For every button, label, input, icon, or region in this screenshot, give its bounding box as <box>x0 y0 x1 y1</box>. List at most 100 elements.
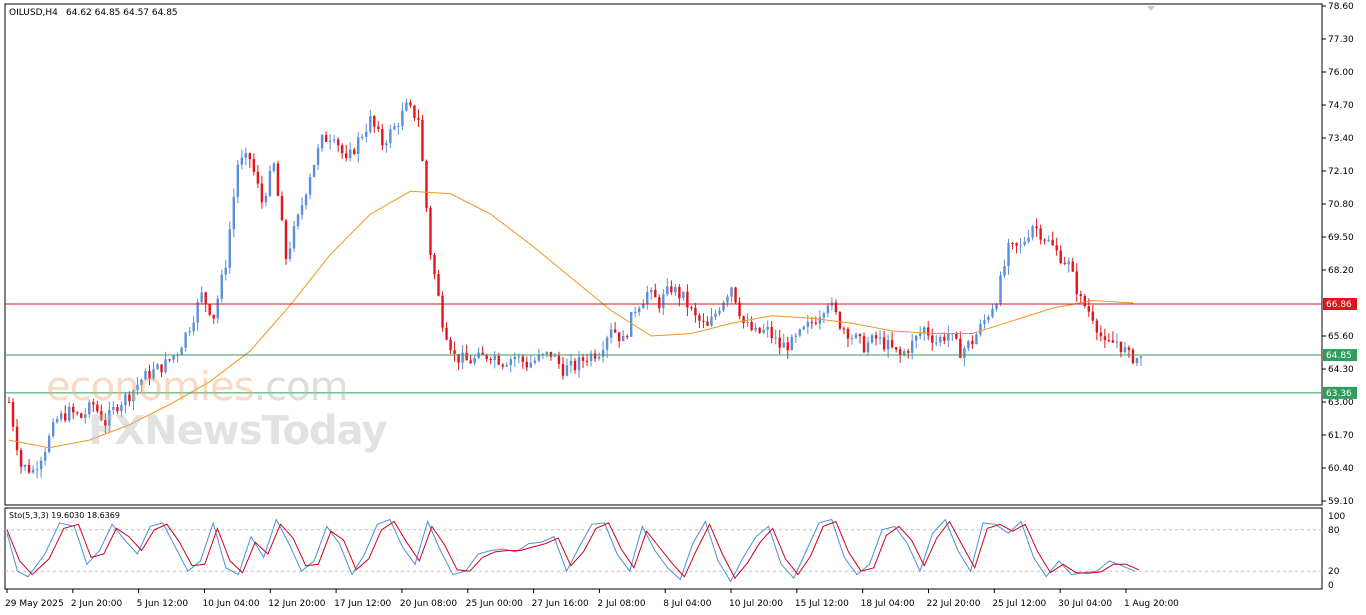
price-tick-label: 78.60 <box>1328 2 1354 12</box>
candle-bear <box>1091 311 1095 321</box>
candle-bear <box>670 286 673 293</box>
candle-bull <box>967 340 970 349</box>
candle-bear <box>353 149 356 154</box>
candle-bull <box>156 364 159 370</box>
time-tick-label: 2 Jun 20:00 <box>71 599 123 609</box>
candle-bear <box>1075 271 1078 295</box>
candle-bull <box>662 294 665 309</box>
candle-bear <box>613 329 617 333</box>
candle-bear <box>561 363 565 376</box>
candle-bear <box>76 412 79 414</box>
candle-bull <box>822 313 826 318</box>
candle-bull <box>726 296 729 303</box>
candle-bear <box>1071 261 1074 272</box>
candle-bull <box>23 464 27 467</box>
time-tick-label: 10 Jun 04:00 <box>202 599 259 609</box>
candle-bull <box>638 308 641 312</box>
candle-bear <box>1099 332 1103 337</box>
stoch-signal-line <box>6 520 1140 579</box>
candle-bear <box>1127 347 1131 350</box>
candle-bull <box>915 335 918 341</box>
candle-bull <box>328 140 332 142</box>
candle-bull <box>108 409 111 426</box>
candle-bear <box>445 327 448 340</box>
candle-bear <box>1079 294 1082 296</box>
candle-bear <box>465 352 468 361</box>
candle-bull <box>39 460 43 470</box>
candle-bull <box>682 291 685 299</box>
candle-bear <box>625 335 629 337</box>
price-tick-label: 65.60 <box>1328 332 1354 342</box>
stoch-tick-label: 20 <box>1328 567 1340 577</box>
candle-bull <box>999 275 1002 305</box>
candle-bull <box>621 335 625 342</box>
candle-bear <box>557 355 561 364</box>
candle-bear <box>686 291 689 308</box>
candle-bull <box>923 327 926 334</box>
candle-bull <box>224 267 227 275</box>
candle-bull <box>120 405 123 412</box>
candle-bear <box>862 336 866 353</box>
candle-bear <box>324 134 328 142</box>
candle-bull <box>1031 226 1034 238</box>
candle-bull <box>164 359 167 373</box>
candle-bull <box>312 164 316 178</box>
support-price-label: 64.85 <box>1326 351 1352 361</box>
candle-bear <box>260 183 264 203</box>
candle-bull <box>31 469 35 473</box>
candle-bull <box>35 469 39 471</box>
candle-bull <box>609 329 613 338</box>
candle-bull <box>565 365 569 376</box>
candle-bull <box>268 170 272 196</box>
candle-bull <box>112 407 115 410</box>
candle-bear <box>742 316 745 324</box>
candle-bull <box>589 353 593 361</box>
candle-bull <box>300 205 304 215</box>
candle-bear <box>959 338 962 358</box>
price-pane <box>4 3 1323 506</box>
candle-bear <box>449 339 452 351</box>
candle-bull <box>509 359 512 366</box>
candle-bear <box>1131 349 1135 364</box>
candle-bull <box>304 194 308 206</box>
candle-bear <box>204 292 207 305</box>
candle-bear <box>842 328 846 330</box>
candle-bull <box>866 342 870 353</box>
time-tick-label: 12 Jun 20:00 <box>268 599 325 609</box>
candle-bear <box>1063 263 1066 265</box>
price-tick-label: 76.00 <box>1328 68 1354 78</box>
candle-bear <box>890 340 894 348</box>
candle-bull <box>782 342 785 348</box>
candle-bear <box>738 302 741 317</box>
candle-bull <box>47 435 51 453</box>
candle-bull <box>629 312 633 337</box>
candle-bull <box>710 316 713 326</box>
candle-bear <box>834 302 838 313</box>
candle-bear <box>104 420 107 426</box>
candle-bear <box>1055 245 1058 251</box>
candle-bear <box>497 355 500 365</box>
candle-bear <box>750 321 753 331</box>
candle-bear <box>581 357 585 361</box>
chart-symbol: OILUSD,H4 <box>9 8 58 18</box>
candle-bear <box>1035 226 1038 229</box>
candle-bear <box>654 289 657 298</box>
candle-bull <box>553 355 557 357</box>
candle-bear <box>549 351 553 357</box>
candle-bear <box>521 356 525 362</box>
time-tick-label: 1 Aug 20:00 <box>1124 599 1179 609</box>
candle-bull <box>766 326 769 330</box>
candle-bear <box>585 360 589 362</box>
candle-bull <box>850 338 854 340</box>
candle-bull <box>802 326 806 330</box>
candle-bull <box>939 336 942 343</box>
candle-bull <box>152 369 155 379</box>
candle-bull <box>714 313 717 317</box>
candle-bear <box>678 287 681 299</box>
resistance-price-label: 66.86 <box>1326 300 1352 310</box>
candle-bull <box>935 342 938 344</box>
candle-bear <box>927 327 930 336</box>
candle-bear <box>1087 306 1091 312</box>
candle-bear <box>409 102 412 106</box>
